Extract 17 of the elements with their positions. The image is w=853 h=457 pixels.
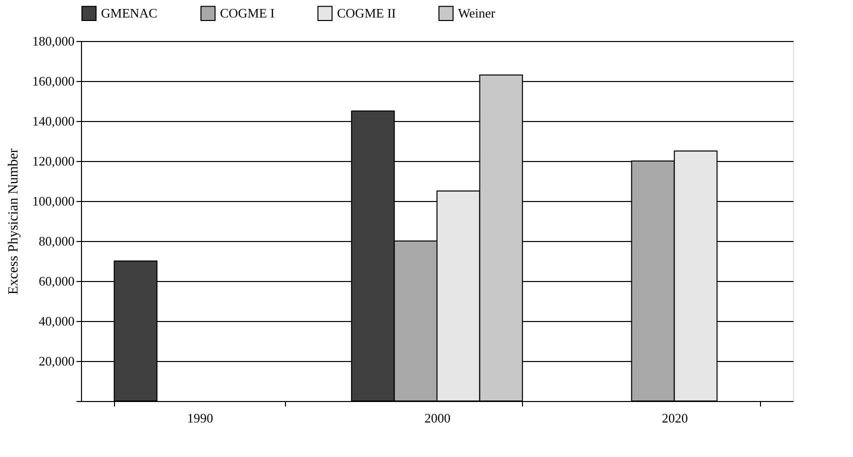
y-tick-label: 160,000 [32, 74, 74, 88]
y-tick-label: 140,000 [32, 114, 74, 128]
legend-label: COGME I [220, 5, 275, 20]
y-tick-label: 60,000 [38, 274, 74, 288]
y-axis-title: Excess Physician Number [6, 148, 22, 295]
y-tick-label: 180,000 [32, 34, 74, 48]
y-tick-label: 80,000 [38, 234, 74, 248]
y-tick-label: 40,000 [38, 314, 74, 328]
x-tick-label: 2000 [424, 410, 450, 426]
x-tick-label: 1990 [187, 410, 214, 426]
legend-label: Weiner [458, 5, 496, 20]
x-tick-label: 2020 [662, 410, 688, 426]
legend-label: GMENAC [101, 5, 158, 20]
y-tick-label: 20,000 [38, 354, 74, 368]
legend-label: COGME II [337, 5, 396, 20]
y-tick-label: 120,000 [32, 154, 74, 168]
y-tick-label: 100,000 [32, 194, 74, 208]
